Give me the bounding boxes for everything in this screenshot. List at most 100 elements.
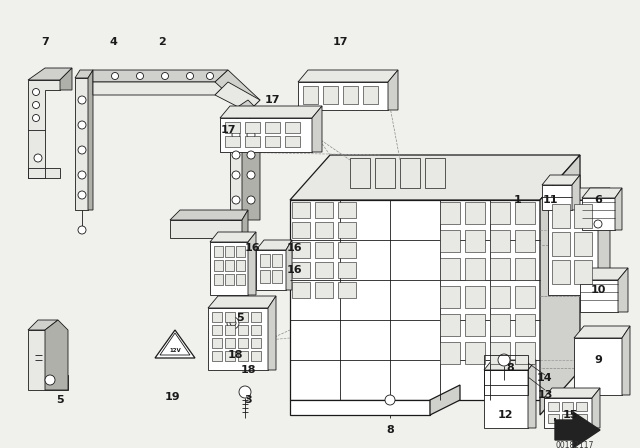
Circle shape xyxy=(78,146,86,154)
Bar xyxy=(562,414,573,423)
Circle shape xyxy=(230,320,236,326)
Circle shape xyxy=(247,131,255,139)
Bar xyxy=(515,342,535,364)
Polygon shape xyxy=(155,330,195,358)
Text: 17: 17 xyxy=(220,125,236,135)
Polygon shape xyxy=(208,296,276,308)
Bar xyxy=(343,86,358,104)
Circle shape xyxy=(232,131,240,139)
Circle shape xyxy=(33,102,40,108)
Bar xyxy=(576,414,587,423)
Bar xyxy=(292,222,310,238)
Bar xyxy=(315,242,333,258)
Polygon shape xyxy=(574,338,622,395)
Bar xyxy=(440,314,460,336)
Text: 00182117: 00182117 xyxy=(556,440,594,448)
Bar xyxy=(338,222,356,238)
Polygon shape xyxy=(542,175,580,185)
Bar xyxy=(574,260,592,284)
Bar xyxy=(490,202,510,224)
Polygon shape xyxy=(548,200,598,295)
Polygon shape xyxy=(582,198,615,230)
Polygon shape xyxy=(28,330,68,390)
Circle shape xyxy=(78,121,86,129)
Bar xyxy=(214,274,223,285)
Bar xyxy=(292,282,310,298)
Polygon shape xyxy=(60,68,72,90)
Bar xyxy=(440,342,460,364)
Text: 18: 18 xyxy=(240,365,256,375)
Bar xyxy=(515,286,535,308)
Circle shape xyxy=(34,154,42,162)
Polygon shape xyxy=(170,210,248,220)
Bar xyxy=(225,122,240,133)
Text: 19: 19 xyxy=(165,392,181,402)
Text: 17: 17 xyxy=(332,37,348,47)
Bar xyxy=(315,282,333,298)
Bar xyxy=(465,314,485,336)
Polygon shape xyxy=(230,112,242,220)
Polygon shape xyxy=(170,220,242,238)
Bar xyxy=(465,286,485,308)
Bar xyxy=(574,232,592,256)
Polygon shape xyxy=(592,388,600,428)
Bar xyxy=(484,355,528,370)
Bar xyxy=(576,402,587,411)
Bar xyxy=(552,232,570,256)
Bar xyxy=(552,204,570,228)
Circle shape xyxy=(186,73,193,79)
Bar xyxy=(375,158,395,188)
Bar xyxy=(238,351,248,361)
Circle shape xyxy=(232,171,240,179)
Text: 8: 8 xyxy=(506,363,514,373)
Circle shape xyxy=(594,220,602,228)
Circle shape xyxy=(45,375,55,385)
Bar xyxy=(338,262,356,278)
Circle shape xyxy=(78,226,86,234)
Polygon shape xyxy=(622,326,630,395)
Polygon shape xyxy=(290,400,430,415)
Bar xyxy=(292,242,310,258)
Text: 16: 16 xyxy=(244,243,260,253)
Polygon shape xyxy=(210,232,256,242)
Polygon shape xyxy=(242,210,248,238)
Bar xyxy=(272,254,282,267)
Text: 3: 3 xyxy=(244,395,252,405)
Text: 8: 8 xyxy=(386,425,394,435)
Polygon shape xyxy=(93,70,228,82)
Circle shape xyxy=(207,73,214,79)
Bar xyxy=(515,258,535,280)
Polygon shape xyxy=(430,385,460,415)
Bar xyxy=(225,325,235,335)
Text: 9: 9 xyxy=(594,355,602,365)
Bar xyxy=(315,222,333,238)
Circle shape xyxy=(33,115,40,121)
Polygon shape xyxy=(615,188,622,230)
Bar xyxy=(440,230,460,252)
Circle shape xyxy=(78,191,86,199)
Polygon shape xyxy=(582,188,622,198)
Circle shape xyxy=(247,196,255,204)
Bar xyxy=(440,202,460,224)
Circle shape xyxy=(232,196,240,204)
Polygon shape xyxy=(312,106,322,152)
Polygon shape xyxy=(45,320,68,390)
Circle shape xyxy=(161,73,168,79)
Polygon shape xyxy=(242,112,260,220)
Bar xyxy=(552,260,570,284)
Bar xyxy=(236,260,245,271)
Bar xyxy=(212,325,222,335)
Polygon shape xyxy=(598,188,610,295)
Polygon shape xyxy=(298,70,398,82)
Bar xyxy=(260,254,270,267)
Bar xyxy=(236,246,245,257)
Bar xyxy=(338,202,356,218)
Bar xyxy=(490,342,510,364)
Circle shape xyxy=(385,395,395,405)
Polygon shape xyxy=(574,326,630,338)
Bar xyxy=(562,402,573,411)
Text: 12V: 12V xyxy=(169,348,181,353)
Polygon shape xyxy=(618,268,628,312)
Circle shape xyxy=(498,354,510,366)
Polygon shape xyxy=(388,70,398,110)
